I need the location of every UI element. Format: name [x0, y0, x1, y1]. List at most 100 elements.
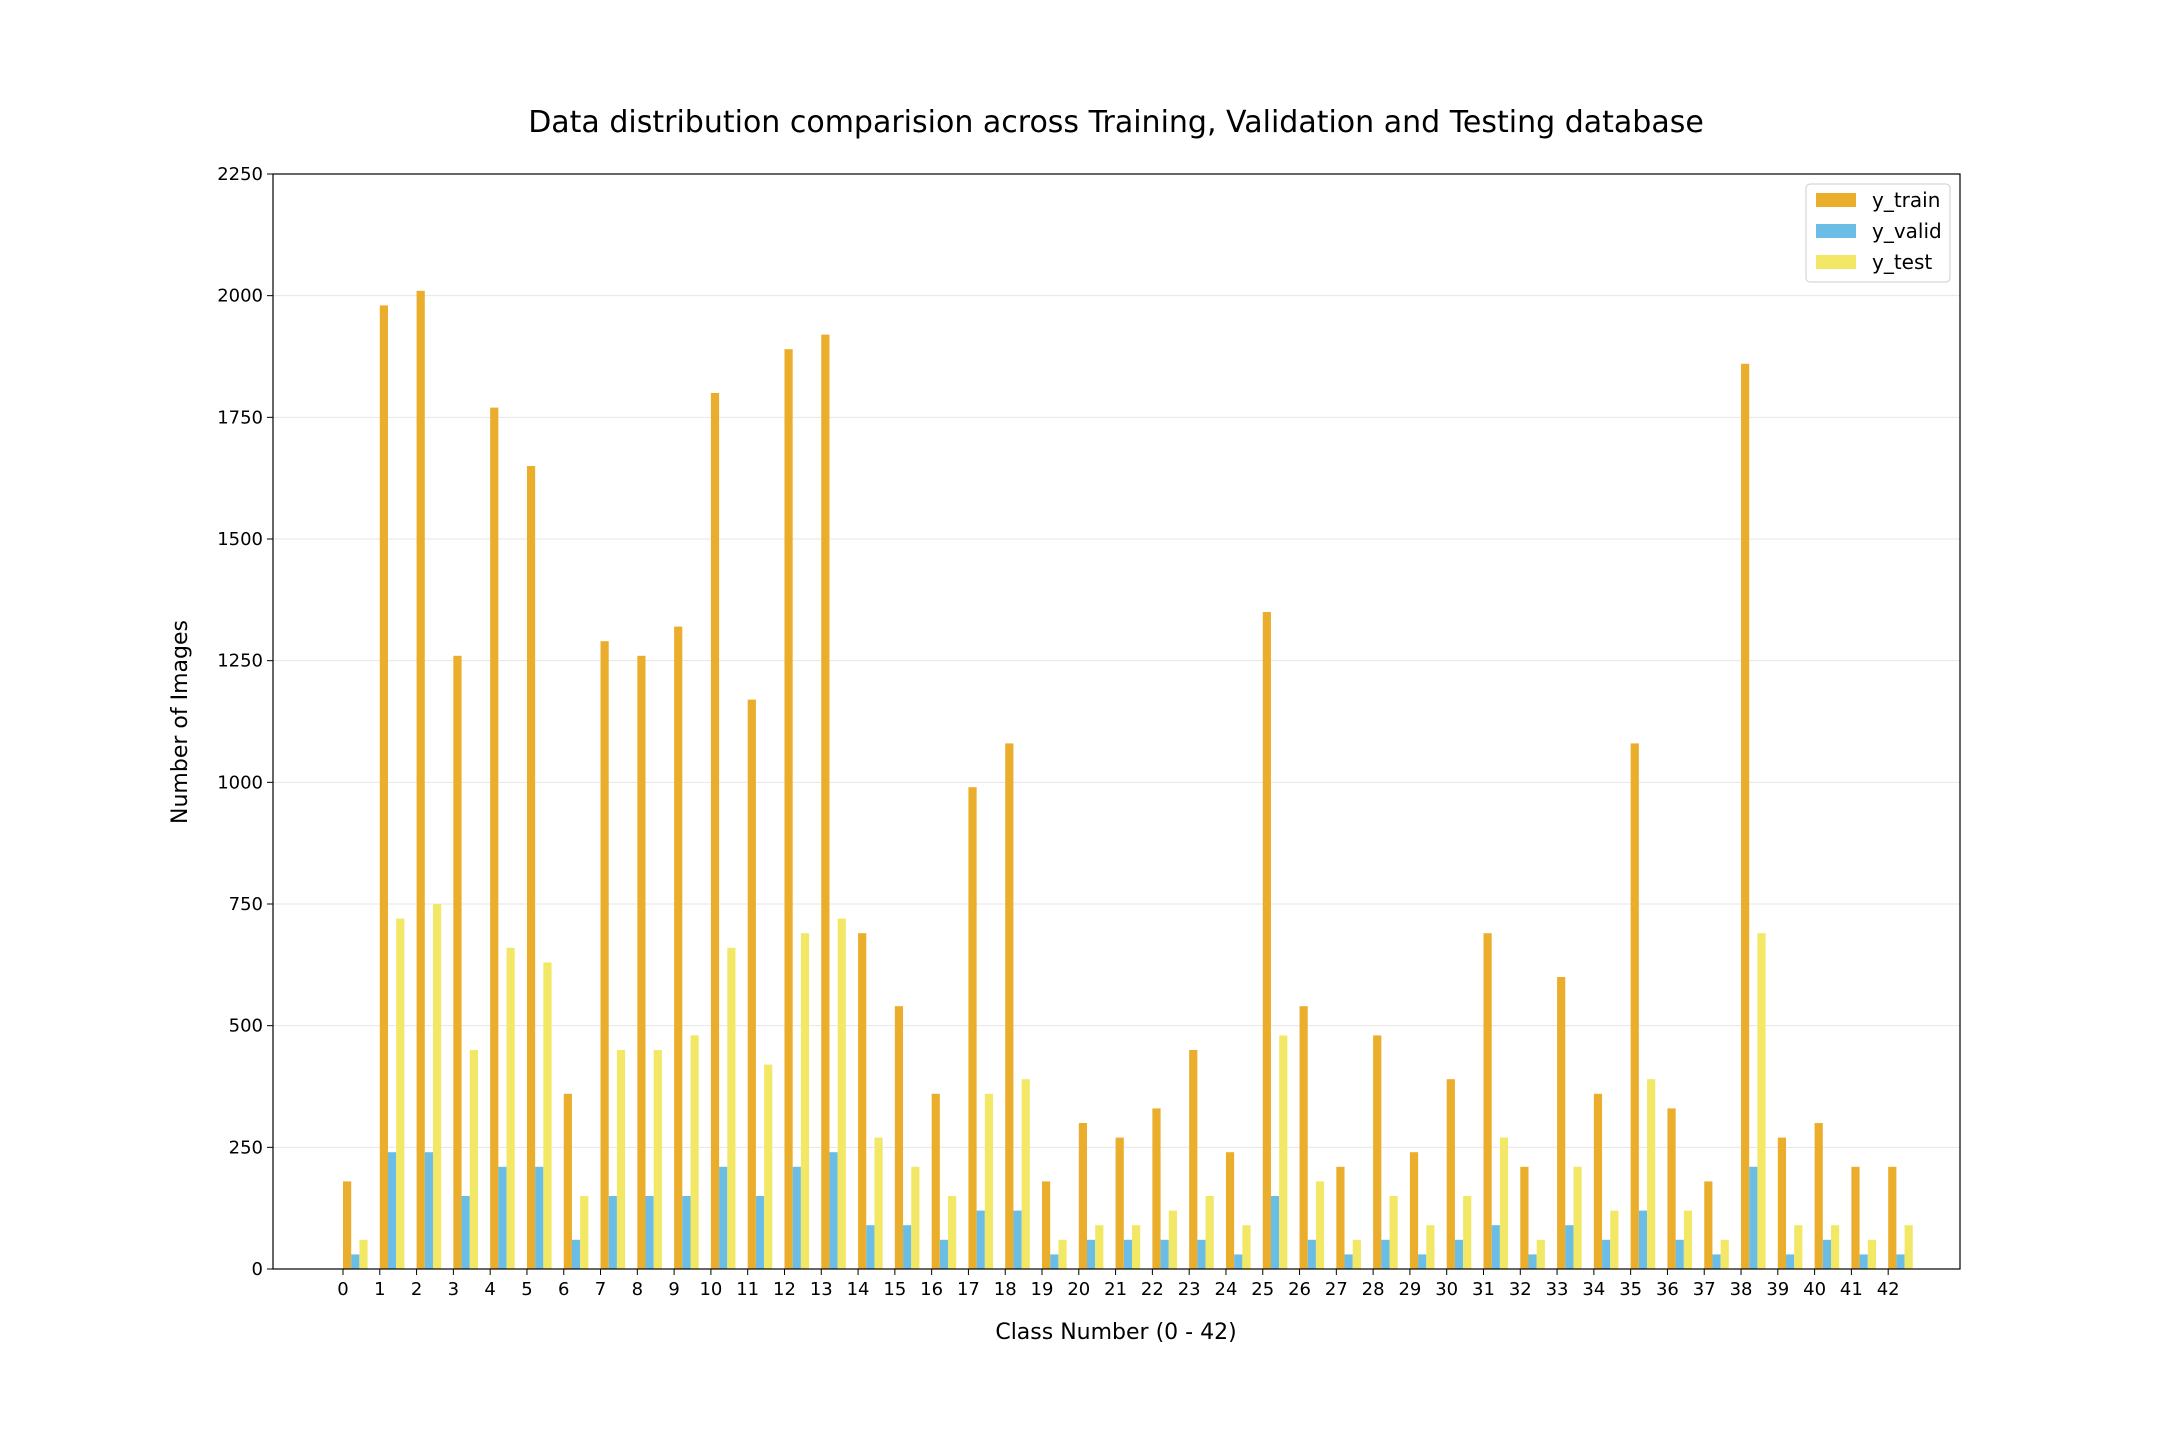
x-tick-label: 16	[920, 1279, 943, 1300]
bar-y-valid-class-40	[1822, 1239, 1831, 1269]
bar-y-test-class-22	[1168, 1210, 1177, 1269]
bar-y-valid-class-9	[682, 1196, 691, 1269]
bar-y-valid-class-2	[424, 1152, 433, 1269]
bar-y-test-class-19	[1058, 1239, 1067, 1269]
bar-y-valid-class-4	[498, 1166, 507, 1269]
bar-y-test-class-34	[1610, 1210, 1619, 1269]
bar-y-valid-class-13	[829, 1152, 838, 1269]
bar-y-valid-class-39	[1786, 1254, 1795, 1269]
bar-y-valid-class-32	[1528, 1254, 1537, 1269]
bar-y-valid-class-1	[387, 1152, 397, 1269]
legend-label-y-valid: y_valid	[1872, 219, 1942, 243]
bar-y-test-class-12	[800, 933, 810, 1269]
legend-label-y-test: y_test	[1872, 250, 1932, 274]
x-tick-label: 31	[1472, 1279, 1495, 1300]
bar-y-valid-class-24	[1234, 1254, 1243, 1269]
x-tick-label: 42	[1877, 1279, 1900, 1300]
x-tick-label: 35	[1619, 1279, 1642, 1300]
x-tick-label: 25	[1251, 1279, 1274, 1300]
bar-y-test-class-11	[764, 1064, 773, 1269]
bar-y-train-class-0	[343, 1181, 352, 1269]
x-tick-label: 38	[1730, 1279, 1753, 1300]
bar-y-valid-class-37	[1712, 1254, 1721, 1269]
x-tick-label: 5	[521, 1279, 532, 1300]
bar-y-train-class-35	[1630, 743, 1639, 1269]
x-tick-label: 24	[1215, 1279, 1238, 1300]
bar-y-train-class-11	[747, 699, 756, 1269]
bar-y-train-class-17	[968, 787, 977, 1269]
bar-y-valid-class-0	[351, 1254, 360, 1269]
x-tick-label: 10	[699, 1279, 722, 1300]
bar-y-train-class-20	[1078, 1123, 1087, 1269]
y-axis-label: Number of Images	[168, 620, 193, 824]
bar-y-train-class-29	[1409, 1152, 1419, 1269]
bar-y-valid-class-10	[719, 1166, 728, 1269]
x-tick-label: 2	[411, 1279, 422, 1300]
bar-y-valid-class-16	[939, 1239, 949, 1269]
y-tick-label: 1250	[217, 651, 263, 672]
bar-y-train-class-18	[1005, 743, 1014, 1269]
bar-y-valid-class-17	[976, 1210, 985, 1269]
bar-y-test-class-30	[1463, 1196, 1472, 1269]
bar-y-train-class-25	[1262, 612, 1271, 1269]
bar-y-train-class-14	[858, 933, 867, 1269]
bar-y-test-class-37	[1720, 1239, 1729, 1269]
bar-y-valid-class-30	[1454, 1239, 1464, 1269]
x-tick-label: 1	[374, 1279, 385, 1300]
bar-y-test-class-25	[1279, 1035, 1288, 1269]
bar-y-test-class-24	[1242, 1225, 1251, 1269]
bar-y-test-class-13	[837, 918, 846, 1269]
bar-y-test-class-27	[1352, 1239, 1361, 1269]
bar-y-valid-class-18	[1013, 1210, 1022, 1269]
x-tick-label: 40	[1803, 1279, 1826, 1300]
x-tick-label: 13	[810, 1279, 833, 1300]
x-tick-label: 28	[1362, 1279, 1385, 1300]
bar-y-test-class-40	[1831, 1225, 1840, 1269]
bar-y-train-class-24	[1225, 1152, 1235, 1269]
legend-label-y-train: y_train	[1872, 188, 1940, 212]
bar-y-test-class-29	[1426, 1225, 1435, 1269]
y-tick-label: 1750	[217, 407, 263, 428]
chart-title: Data distribution comparision across Tra…	[528, 105, 1704, 140]
bar-y-test-class-14	[874, 1137, 883, 1269]
x-tick-label: 30	[1435, 1279, 1458, 1300]
bar-y-train-class-7	[600, 641, 609, 1269]
bar-y-test-class-35	[1647, 1079, 1656, 1269]
y-axis-ticks: 0 250 500 750 1000 1250 1500 1750 2000 2250	[217, 164, 273, 1280]
bar-y-train-class-10	[710, 393, 720, 1269]
bar-y-train-class-31	[1483, 933, 1492, 1269]
bar-y-valid-class-41	[1859, 1254, 1868, 1269]
y-tick-label: 750	[229, 894, 263, 915]
y-tick-label: 250	[229, 1137, 263, 1158]
bar-y-valid-class-26	[1307, 1239, 1316, 1269]
legend-swatch-y-valid	[1816, 224, 1856, 238]
bar-y-train-class-6	[563, 1093, 572, 1269]
x-tick-label: 9	[668, 1279, 679, 1300]
bar-y-test-class-38	[1757, 933, 1766, 1269]
bar-y-test-class-7	[616, 1050, 626, 1269]
bar-y-valid-class-6	[571, 1239, 581, 1269]
bar-y-test-class-10	[727, 947, 736, 1269]
y-tick-label: 1500	[217, 529, 263, 550]
bar-y-test-class-26	[1315, 1181, 1325, 1269]
bar-y-train-class-8	[637, 655, 646, 1269]
x-tick-label: 20	[1067, 1279, 1090, 1300]
grid-lines	[273, 295, 1960, 1148]
y-tick-label: 0	[252, 1259, 263, 1280]
bar-y-valid-class-7	[608, 1196, 617, 1269]
x-tick-label: 39	[1766, 1279, 1789, 1300]
y-tick-label: 1000	[217, 772, 263, 793]
x-tick-label: 4	[484, 1279, 495, 1300]
x-tick-label: 37	[1693, 1279, 1716, 1300]
bar-y-test-class-42	[1904, 1225, 1913, 1269]
x-tick-label: 7	[595, 1279, 606, 1300]
bar-y-valid-class-42	[1896, 1254, 1905, 1269]
bar-y-train-class-15	[894, 1006, 904, 1269]
x-tick-label: 15	[883, 1279, 906, 1300]
legend: y_train y_valid y_test	[1805, 183, 1951, 283]
x-tick-label: 34	[1582, 1279, 1605, 1300]
bar-y-train-class-37	[1704, 1181, 1713, 1269]
bar-y-valid-class-20	[1087, 1239, 1096, 1269]
bar-y-valid-class-33	[1565, 1225, 1574, 1269]
bar-y-valid-class-21	[1123, 1239, 1132, 1269]
